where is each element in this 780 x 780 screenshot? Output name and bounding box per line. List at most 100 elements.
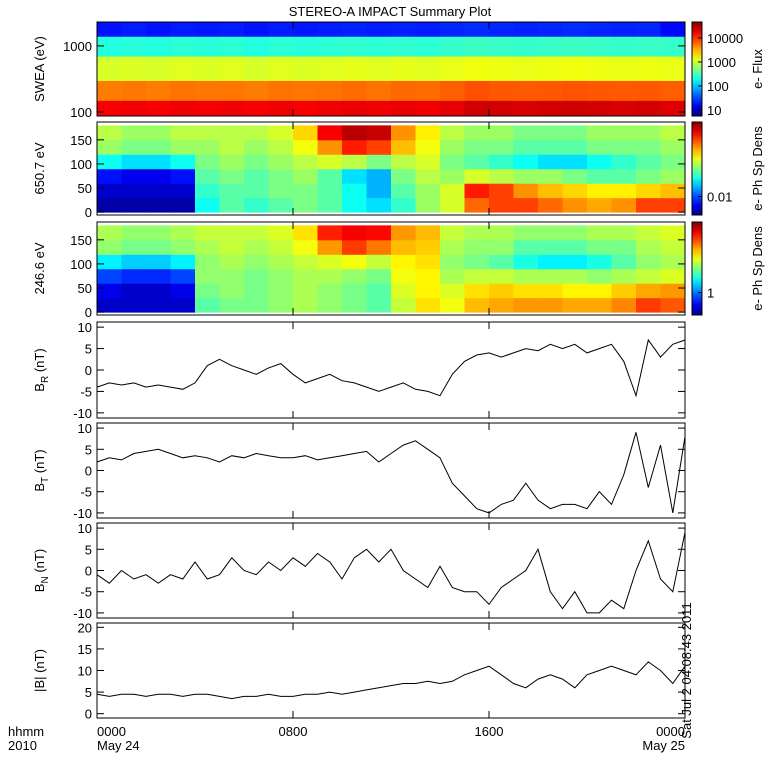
heatmap-cell — [195, 36, 220, 57]
heatmap-cell — [268, 80, 294, 101]
y-tick-label: 5 — [85, 685, 92, 700]
heatmap-cell — [293, 56, 318, 81]
panel — [96, 532, 686, 614]
heatmap-cell — [366, 225, 392, 241]
heatmap-cell — [440, 56, 465, 81]
heatmap-cell — [195, 154, 220, 170]
heatmap-cell — [268, 239, 294, 255]
heatmap-cell — [415, 100, 441, 117]
heatmap-cell — [121, 36, 147, 57]
heatmap-cell — [121, 80, 147, 101]
heatmap-cell — [268, 139, 294, 155]
y-tick-label: 10 — [78, 521, 92, 536]
heatmap-cell — [366, 56, 392, 81]
heatmap-cell — [121, 139, 147, 155]
heatmap-cell — [195, 56, 220, 81]
heatmap-cell — [146, 56, 171, 81]
heatmap-cell — [170, 254, 196, 270]
heatmap-cell — [464, 80, 490, 101]
heatmap-cell — [195, 139, 220, 155]
heatmap-cell — [219, 154, 245, 170]
heatmap-cell — [97, 139, 122, 155]
colorbar — [691, 21, 703, 117]
heatmap-cell — [464, 125, 490, 141]
heatmap-cell — [219, 168, 245, 184]
heatmap-cell — [244, 254, 269, 270]
heatmap-cell — [293, 197, 318, 213]
heatmap-cell — [513, 100, 539, 117]
heatmap-cell — [219, 56, 245, 81]
heatmap-cell — [195, 268, 220, 284]
x-axis-label: 2010 — [8, 738, 37, 753]
heatmap-cell — [268, 168, 294, 184]
heatmap-cell — [366, 22, 392, 37]
heatmap-cell — [244, 197, 269, 213]
heatmap-cell — [513, 239, 539, 255]
heatmap-cell — [562, 80, 588, 101]
y-tick-label: 150 — [70, 233, 92, 248]
heatmap-cell — [268, 197, 294, 213]
heatmap-cell — [317, 125, 343, 141]
heatmap-cell — [97, 154, 122, 170]
heatmap-cell — [562, 168, 588, 184]
heatmap-cell — [244, 225, 269, 241]
heatmap-cell — [464, 154, 490, 170]
heatmap-cell — [611, 183, 637, 199]
heatmap-cell — [293, 22, 318, 37]
heatmap-cell — [219, 225, 245, 241]
heatmap-cell — [636, 154, 661, 170]
heatmap-cell — [440, 100, 465, 117]
panel — [97, 22, 686, 117]
heatmap-cell — [268, 225, 294, 241]
heatmap-cell — [195, 225, 220, 241]
heatmap-cell — [293, 125, 318, 141]
heatmap-cell — [587, 254, 612, 270]
heatmap-cell — [611, 80, 637, 101]
x-tick-label: 0800 — [279, 724, 308, 739]
heatmap-cell — [611, 197, 637, 213]
heatmap-cell — [611, 154, 637, 170]
y-tick-label: -5 — [80, 384, 92, 399]
heatmap-cell — [244, 239, 269, 255]
heatmap-cell — [587, 168, 612, 184]
heatmap-cell — [415, 168, 441, 184]
heatmap-cell — [611, 36, 637, 57]
heatmap-cell — [170, 125, 196, 141]
heatmap-cell — [391, 100, 416, 117]
heatmap-cell — [342, 183, 367, 199]
heatmap-cell — [611, 168, 637, 184]
heatmap-cell — [268, 56, 294, 81]
heatmap-cell — [342, 168, 367, 184]
y-axis-label: BT (nT) — [32, 449, 51, 491]
heatmap-cell — [195, 100, 220, 117]
heatmap-cell — [244, 125, 269, 141]
heatmap-cell — [611, 100, 637, 117]
heatmap-cell — [366, 283, 392, 299]
y-axis-label-sub: N — [40, 576, 51, 583]
heatmap-cell — [366, 139, 392, 155]
heatmap-cell — [97, 297, 122, 313]
heatmap-cell — [146, 239, 171, 255]
heatmap-cell — [244, 283, 269, 299]
heatmap-cell — [146, 100, 171, 117]
heatmap-cell — [366, 183, 392, 199]
heatmap-cell — [342, 80, 367, 101]
y-tick-label: 0 — [85, 363, 92, 378]
heatmap-cell — [538, 297, 563, 313]
heatmap-cell — [587, 225, 612, 241]
heatmap-cell — [489, 297, 514, 313]
heatmap-cell — [391, 268, 416, 284]
heatmap-cell — [391, 197, 416, 213]
heatmap-cell — [293, 80, 318, 101]
heatmap-cell — [219, 125, 245, 141]
y-axis-label-main: 650.7 eV — [32, 142, 47, 194]
heatmap-cell — [489, 36, 514, 57]
heatmap-cell — [489, 197, 514, 213]
heatmap-cell — [587, 297, 612, 313]
heatmap-cell — [464, 197, 490, 213]
heatmap-cell — [538, 56, 563, 81]
heatmap-cell — [415, 225, 441, 241]
heatmap-cell — [293, 154, 318, 170]
x-tick-label: 0000 — [656, 724, 685, 739]
heatmap-cell — [293, 225, 318, 241]
